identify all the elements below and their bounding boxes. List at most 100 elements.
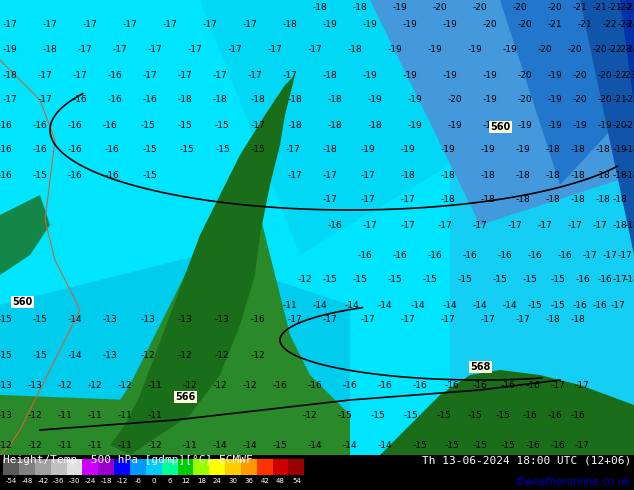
Text: -15: -15	[338, 411, 353, 419]
Text: -15: -15	[371, 411, 385, 419]
Text: -16: -16	[548, 411, 562, 419]
Text: -20: -20	[518, 21, 533, 29]
Text: -17: -17	[268, 46, 282, 54]
Text: -17: -17	[3, 96, 17, 104]
Text: -17: -17	[472, 220, 488, 229]
Text: -12: -12	[178, 350, 192, 360]
Text: -17: -17	[593, 220, 607, 229]
Text: -15: -15	[216, 146, 230, 154]
Text: -19: -19	[401, 146, 415, 154]
Text: 0: 0	[152, 478, 156, 484]
Polygon shape	[0, 135, 350, 455]
Text: -13: -13	[0, 381, 13, 390]
Polygon shape	[0, 195, 50, 275]
Text: -15: -15	[0, 316, 13, 324]
Text: -16: -16	[32, 146, 48, 154]
Text: 566: 566	[175, 392, 195, 402]
Text: -20: -20	[598, 71, 612, 79]
Text: -16: -16	[522, 411, 538, 419]
Text: -19: -19	[548, 96, 562, 104]
Text: -21: -21	[573, 3, 587, 13]
Text: -15: -15	[353, 275, 367, 285]
Text: -18: -18	[212, 96, 228, 104]
Text: -17: -17	[3, 21, 17, 29]
Text: -17: -17	[288, 171, 302, 179]
Polygon shape	[0, 395, 260, 455]
Text: -16: -16	[392, 250, 408, 260]
Text: -17: -17	[248, 71, 262, 79]
Text: -19: -19	[482, 71, 498, 79]
Text: -15: -15	[468, 411, 482, 419]
Text: -15: -15	[527, 300, 542, 310]
Text: -12: -12	[183, 381, 197, 390]
Text: -15: -15	[404, 411, 418, 419]
Text: -17: -17	[286, 146, 301, 154]
Text: -18: -18	[368, 121, 382, 129]
Text: -18: -18	[595, 171, 611, 179]
Text: -21: -21	[578, 21, 592, 29]
Text: -15: -15	[458, 275, 472, 285]
Text: -17: -17	[363, 220, 377, 229]
Text: -15: -15	[522, 275, 538, 285]
Text: -18: -18	[595, 196, 611, 204]
Text: -21: -21	[612, 96, 627, 104]
Text: -18: -18	[3, 71, 17, 79]
Text: -18: -18	[515, 171, 531, 179]
Text: -15: -15	[550, 300, 566, 310]
Text: -18: -18	[515, 196, 531, 204]
Text: -21: -21	[593, 3, 607, 13]
Text: -15: -15	[179, 146, 195, 154]
Text: -18: -18	[441, 196, 455, 204]
Text: -17: -17	[203, 21, 217, 29]
Text: -48: -48	[22, 478, 32, 484]
Text: -16: -16	[68, 146, 82, 154]
Text: -18: -18	[624, 171, 634, 179]
Text: -17: -17	[323, 316, 337, 324]
Text: -12: -12	[212, 381, 228, 390]
Text: -19: -19	[403, 71, 417, 79]
Text: -14: -14	[68, 350, 82, 360]
Text: -18: -18	[612, 220, 628, 229]
Text: -17: -17	[550, 381, 566, 390]
Text: -17: -17	[122, 21, 138, 29]
Text: -17: -17	[148, 46, 162, 54]
Text: 560: 560	[12, 297, 32, 307]
Text: -18: -18	[288, 121, 302, 129]
Text: -18: -18	[546, 196, 560, 204]
Text: -15: -15	[32, 350, 48, 360]
Text: -20: -20	[598, 96, 612, 104]
Text: -16: -16	[526, 441, 540, 449]
Polygon shape	[500, 0, 634, 185]
Bar	[257, 459, 273, 475]
Polygon shape	[0, 255, 350, 455]
Text: ©weatheronline.co.uk: ©weatheronline.co.uk	[515, 477, 631, 487]
Text: -22: -22	[618, 3, 632, 13]
Text: -23: -23	[618, 21, 632, 29]
Text: -17: -17	[583, 250, 597, 260]
Polygon shape	[110, 75, 295, 455]
Text: -17: -17	[243, 21, 257, 29]
Text: -17: -17	[611, 300, 625, 310]
Text: -17: -17	[361, 316, 375, 324]
Text: -16: -16	[328, 220, 342, 229]
Text: -20: -20	[548, 3, 562, 13]
Text: -23: -23	[618, 46, 632, 54]
Text: -16: -16	[273, 381, 287, 390]
Text: -16: -16	[105, 171, 119, 179]
Text: -54: -54	[6, 478, 16, 484]
Text: -42: -42	[37, 478, 48, 484]
Text: -17: -17	[323, 196, 337, 204]
Text: -19: -19	[548, 121, 562, 129]
Text: -18: -18	[100, 478, 112, 484]
Text: -19: -19	[482, 121, 498, 129]
Polygon shape	[380, 370, 634, 455]
Text: -19: -19	[3, 46, 17, 54]
Text: -16: -16	[68, 171, 82, 179]
Text: -12: -12	[28, 411, 42, 419]
Text: -18: -18	[612, 196, 628, 204]
Text: -15: -15	[250, 146, 266, 154]
Text: -18: -18	[288, 96, 302, 104]
Polygon shape	[620, 0, 634, 105]
Text: -11: -11	[118, 441, 133, 449]
Text: -13: -13	[103, 316, 117, 324]
